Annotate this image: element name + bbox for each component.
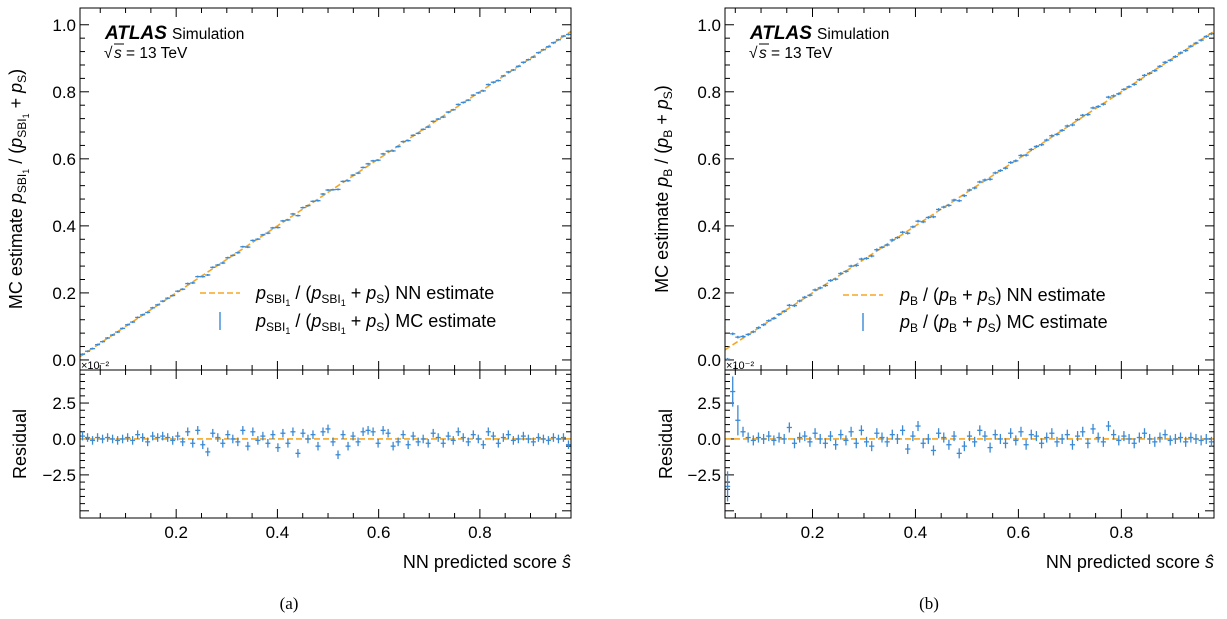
y-tick-label: −2.5 (42, 466, 76, 485)
panel-b-residual-ticks: 0.2 0.4 0.6 0.8 2.5 0.0 −2.5 (687, 370, 1214, 542)
x-tick-label: 0.4 (266, 523, 290, 542)
panel-a-xlabel: NN predicted score ŝ (403, 552, 571, 572)
panel-a-top-frame (79, 7, 572, 371)
panel-a-top-ticks: 0.0 0.2 0.4 0.6 0.8 1.0 (52, 8, 571, 370)
y-tick-label: 0.8 (52, 83, 76, 102)
panel-a: 0.0 0.2 0.4 0.6 0.8 1.0 0.2 0.4 0.6 0.8 2.5 0.0 −2.… (6, 7, 572, 613)
y-tick-label: 1.0 (52, 16, 76, 35)
panel-b-legend-mc-label: pB / (pB + pS) MC estimate (899, 312, 1108, 335)
panel-b: 0.0 0.2 0.4 0.6 0.8 1.0 0.2 0.4 0.6 0.8 2.5 0.0 −2.… (652, 7, 1215, 613)
y-tick-label: 0.0 (52, 430, 76, 449)
panel-a-exponent-label: ×10⁻² (81, 360, 109, 372)
panel-b-sqrt-s: s (759, 45, 767, 62)
panel-b-residual-frame (724, 369, 1215, 519)
y-tick-label: 0.6 (52, 150, 76, 169)
panel-b-legend-nn-label: pB / (pB + pS) NN estimate (899, 285, 1106, 308)
nn-estimate-line (80, 30, 571, 358)
panel-b-top-ylabel: MC estimate pB / (pB + pS) (652, 85, 675, 293)
panel-a-sqrt-s: s (114, 45, 122, 62)
y-tick-label: 1.0 (697, 16, 721, 35)
y-tick-label: 0.2 (697, 284, 721, 303)
panel-a-legend-mc-label: pSBI1 / (pSBI1 + pS) MC estimate (255, 311, 496, 336)
y-tick-label: 0.4 (697, 217, 721, 236)
panel-b-xlabel: NN predicted score ŝ (1046, 552, 1214, 572)
x-tick-label: 0.8 (1110, 523, 1134, 542)
y-tick-label: 2.5 (697, 394, 721, 413)
panel-a-caption: (a) (280, 594, 299, 613)
y-tick-label: −2.5 (687, 466, 721, 485)
y-tick-label: 0.0 (697, 430, 721, 449)
x-tick-label: 0.8 (468, 523, 492, 542)
panel-b-top-ticks: 0.0 0.2 0.4 0.6 0.8 1.0 (697, 8, 1214, 370)
panel-a-top-ylabel: MC estimate pSBI1 / (pSBI1 + pS) (6, 69, 31, 309)
x-tick-label: 0.6 (367, 523, 391, 542)
panel-b-residual-marks (725, 376, 1214, 502)
panel-b-top-marks (725, 30, 1214, 361)
panel-a-residual-ylabel: Residual (10, 409, 30, 479)
panel-a-residual-ticks: 0.2 0.4 0.6 0.8 2.5 0.0 −2.5 (42, 370, 571, 542)
panel-a-sqrt-symbol: √ (104, 45, 113, 62)
panel-a-residual-frame (79, 369, 572, 519)
y-tick-label: 0.8 (697, 83, 721, 102)
panel-b-exponent-label: ×10⁻² (726, 360, 754, 372)
panel-a-legend-nn-label: pSBI1 / (pSBI1 + pS) NN estimate (255, 283, 494, 308)
panel-b-sqrt-symbol: √ (749, 45, 758, 62)
x-tick-label: 0.6 (1007, 523, 1031, 542)
y-tick-label: 0.2 (52, 284, 76, 303)
x-tick-label: 0.4 (904, 523, 928, 542)
y-tick-label: 0.4 (52, 217, 76, 236)
x-tick-label: 0.2 (164, 523, 188, 542)
y-tick-label: 0.6 (697, 150, 721, 169)
y-tick-label: 0.0 (52, 351, 76, 370)
panel-a-simulation-label: Simulation (172, 26, 244, 43)
panel-b-simulation-label: Simulation (817, 26, 889, 43)
panel-a-top-marks (80, 30, 571, 358)
panel-b-energy-label: = 13 TeV (771, 45, 833, 62)
panel-a-atlas-label: ATLAS (104, 23, 167, 44)
panel-b-residual-ylabel: Residual (656, 409, 676, 479)
panel-b-atlas-label: ATLAS (749, 23, 812, 44)
panel-a-residual-marks (80, 424, 571, 460)
y-tick-label: 2.5 (52, 394, 76, 413)
panel-b-caption: (b) (919, 594, 939, 613)
panel-a-energy-label: = 13 TeV (126, 45, 188, 62)
y-tick-label: 0.0 (697, 351, 721, 370)
x-tick-label: 0.2 (801, 523, 825, 542)
